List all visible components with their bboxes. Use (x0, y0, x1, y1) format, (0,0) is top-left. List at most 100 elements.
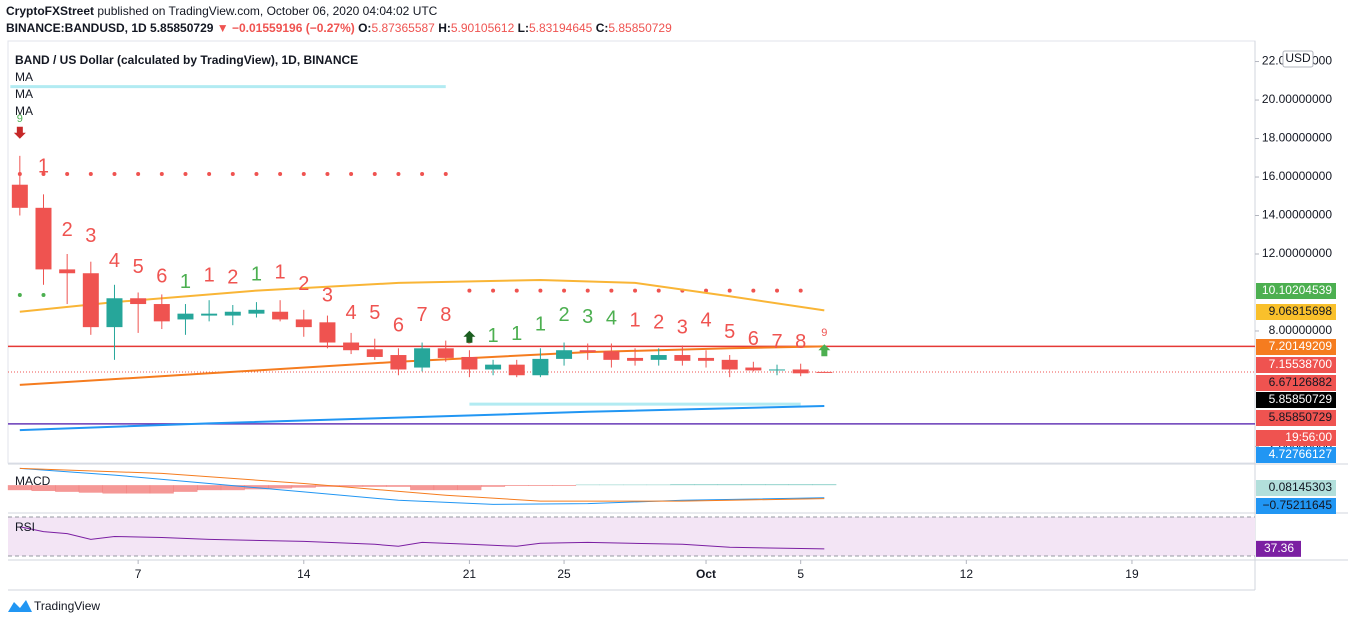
level-dot (491, 288, 496, 293)
level-dot (372, 171, 377, 176)
candle-body (792, 369, 809, 374)
histogram-bar (102, 485, 127, 494)
histogram-bar (31, 485, 56, 492)
level-dot (254, 171, 259, 176)
td-label: 1 (204, 264, 215, 286)
price-badge-label: 6.67126882 (1269, 375, 1333, 389)
currency-badge (1282, 50, 1314, 68)
histogram-bar (812, 484, 837, 486)
histogram-bar (268, 485, 293, 489)
legend-entry: MA (15, 70, 33, 84)
y-tick-label: 20.00000000 (1262, 92, 1332, 106)
histogram-bar (173, 485, 198, 492)
td-label: 9 (821, 327, 827, 339)
histogram-bar (126, 485, 151, 494)
td-label: 1 (180, 271, 191, 293)
level-dot (562, 288, 567, 293)
rsi-band (8, 516, 1255, 557)
price-badge-label: 19:56:00 (1285, 430, 1332, 444)
x-tick-label: 12 (960, 567, 974, 581)
candle-body (319, 322, 336, 343)
candle-body (224, 311, 241, 316)
x-tick-label: 19 (1125, 567, 1139, 581)
candle-body (295, 319, 312, 328)
rsi-line (19, 526, 825, 550)
histogram-bar (410, 485, 435, 491)
td-label: 1 (488, 325, 499, 347)
level-dot (301, 171, 306, 176)
level-dot (798, 288, 803, 293)
td-label: 7 (771, 331, 782, 353)
histogram-bar (362, 485, 387, 487)
histogram-bar (481, 485, 506, 487)
candle-body (130, 298, 147, 305)
price-badge (1256, 540, 1301, 557)
candle-body (485, 364, 502, 370)
histogram-bar (7, 485, 32, 491)
candle-body (366, 349, 383, 357)
td-label: 9 (17, 113, 23, 125)
logo (8, 600, 32, 612)
level-dot (207, 171, 212, 176)
ohlc-key: C: (596, 21, 609, 35)
histogram-bar (717, 484, 742, 486)
ohlc-value: 5.90105612 (451, 21, 515, 35)
level-dot (420, 171, 425, 176)
candle-body (556, 350, 573, 359)
brand: TradingView (34, 599, 100, 613)
level-dot (183, 171, 188, 176)
level-dot (349, 171, 354, 176)
level-dot (159, 171, 164, 176)
price-badge-label: −0.75211645 (1262, 498, 1332, 512)
ohlc-key: O: (358, 21, 371, 35)
x-tick-label: 25 (557, 567, 571, 581)
price-badge (1256, 480, 1336, 496)
level-dot (751, 288, 756, 293)
change: ▼ −0.01559196 (−0.27%) (217, 21, 355, 35)
candle-body (816, 371, 833, 373)
price-badge (1256, 339, 1336, 355)
candle-body (414, 348, 431, 368)
level-dot (704, 288, 709, 293)
header-line: CryptoFXStreet published on TradingView.… (6, 4, 438, 18)
x-tick-label: 5 (797, 567, 804, 581)
y-tick-label: 8.00000000 (1269, 323, 1333, 337)
td-label: 6 (156, 265, 167, 287)
level-dot (443, 171, 448, 176)
candle-body (248, 309, 265, 314)
histogram-bar (220, 485, 245, 491)
td-label: 6 (393, 314, 404, 336)
td-label: 1 (275, 262, 286, 284)
main-layer: MAMAMA9123456112112345678911123412345678… (7, 70, 1255, 557)
ma-line (19, 345, 825, 386)
td-label: 2 (298, 273, 309, 295)
candle-body (745, 367, 762, 371)
badge-layer: 10.10204539 9.06815698 7.20149209 7.1553870… (1256, 283, 1336, 557)
td-label: 8 (795, 331, 806, 353)
candle-body (769, 369, 786, 371)
chart-title: BAND / US Dollar (calculated by TradingV… (15, 53, 358, 67)
ohlc-value: 5.83194645 (529, 21, 593, 35)
candle-body (698, 357, 715, 361)
legend-entry: MA (15, 87, 33, 101)
y-tick-label: 12.00000000 (1262, 246, 1332, 260)
x-tick-label: 7 (135, 567, 142, 581)
level-dot (656, 288, 661, 293)
candle-body (532, 358, 549, 376)
level-dot (467, 288, 472, 293)
candle-body (461, 356, 478, 370)
histogram-bar (788, 484, 813, 486)
td-label: 3 (322, 285, 333, 307)
td-label: 4 (346, 302, 357, 324)
price-badge-label: 4.72766127 (1269, 447, 1333, 461)
currency: USD (1285, 51, 1311, 65)
price-badge (1256, 375, 1336, 391)
price-badge (1256, 498, 1336, 514)
level-dot (325, 171, 330, 176)
price-badge (1256, 357, 1336, 373)
price-badge (1256, 447, 1336, 463)
price-badge-label: 0.08145303 (1269, 480, 1333, 494)
signal-arrow (818, 344, 831, 357)
price-badge-label: 5.85850729 (1269, 410, 1333, 424)
pane-title: MACD (15, 474, 51, 488)
